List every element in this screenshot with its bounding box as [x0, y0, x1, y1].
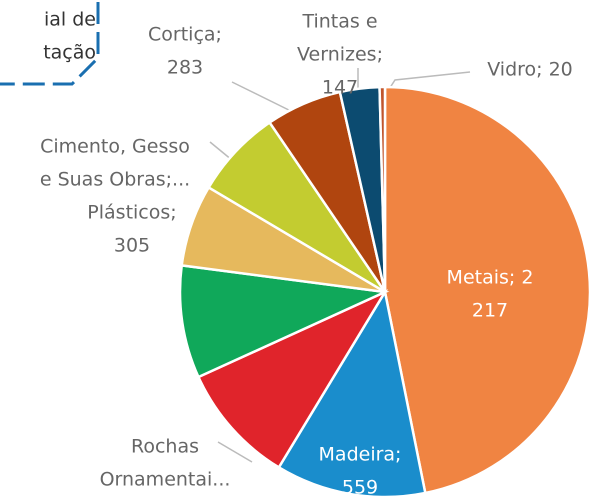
- data-label: Tintas e: [301, 11, 377, 33]
- data-label: Metais; 2: [447, 267, 534, 289]
- leader-line: [217, 441, 253, 463]
- data-label: 559: [342, 477, 378, 499]
- callout-text: ial de: [44, 9, 96, 31]
- data-label: 305: [114, 235, 150, 257]
- data-label: Vidro; 20: [487, 59, 573, 81]
- pie-slice: [196, 289, 389, 470]
- pie-slice: [383, 85, 590, 495]
- pie-slice: [277, 288, 427, 499]
- callout-box: [0, 0, 100, 86]
- data-label: Vernizes;: [297, 44, 383, 66]
- data-label: Plásticos;: [87, 202, 176, 224]
- pie-slice: [378, 85, 387, 293]
- data-label: Madeira;: [319, 444, 402, 466]
- data-label: Ornamentai...: [100, 469, 231, 491]
- pie-slice: [178, 263, 390, 379]
- data-label: 217: [472, 300, 508, 322]
- data-label: 283: [167, 57, 203, 79]
- callout-text: tação: [43, 42, 96, 64]
- data-label: 147: [322, 77, 358, 99]
- leader-lines: [209, 68, 471, 463]
- data-label: Cimento, Gesso: [40, 136, 190, 158]
- data-label: Rochas: [131, 436, 199, 458]
- data-label: e Suas Obras;...: [40, 169, 190, 191]
- data-label: Cortiça;: [148, 24, 222, 46]
